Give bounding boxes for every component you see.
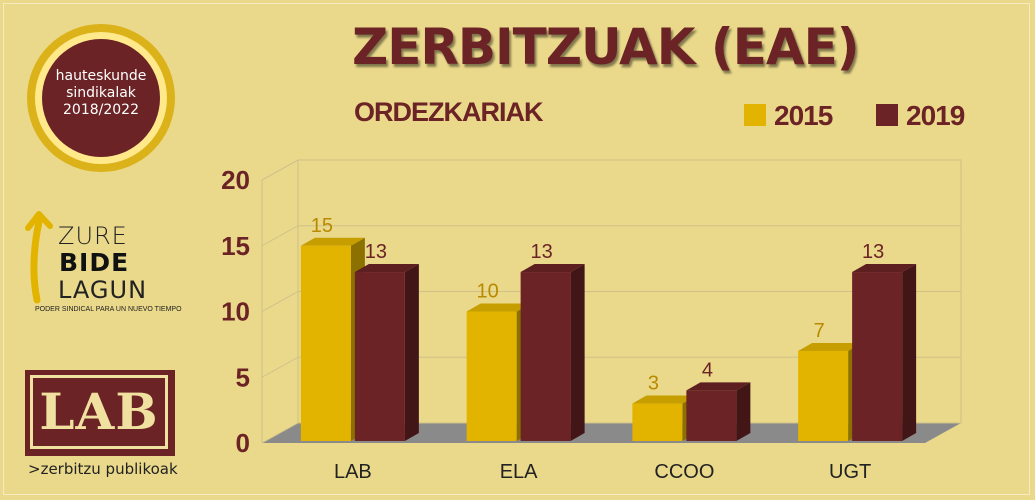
zure-bide-lagun-logo: ZURE BIDE LAGUN PODER SINDICAL PARA UN N… (25, 210, 195, 320)
bar-top-2015-LAB (300, 237, 365, 246)
bar-top-2015-UGT (798, 342, 863, 351)
bar-2019-CCOO (686, 390, 737, 441)
bar-side-2019-ELA (570, 264, 585, 441)
badge-line-1: hauteskunde (55, 68, 147, 84)
x-tick-label-ELA: ELA (500, 461, 538, 483)
data-label-2015-CCOO: 3 (648, 373, 659, 395)
lab-logo: LAB (25, 370, 175, 456)
bar-2019-LAB (354, 272, 405, 441)
y-tick-label: 15 (221, 231, 250, 261)
elections-badge: hauteskunde sindikalak 2018/2022 (27, 24, 175, 172)
zbl-word-1: ZURE (58, 222, 128, 250)
bar-side-2019-CCOO (736, 382, 751, 441)
badge-inner: hauteskunde sindikalak 2018/2022 (42, 39, 160, 157)
bar-top-2019-LAB (354, 264, 419, 273)
bar-side-2019-UGT (902, 264, 917, 441)
zbl-word-2: BIDE (59, 248, 130, 277)
zbl-tagline: PODER SINDICAL PARA UN NUEVO TIEMPO (35, 306, 182, 313)
gridline-side (261, 422, 299, 444)
data-label-2019-CCOO: 4 (702, 359, 713, 381)
badge-line-2: sindikalak (66, 85, 136, 101)
data-label-2015-UGT: 7 (814, 320, 825, 342)
chart-title: ZERBITZUAK (EAE) (352, 18, 860, 76)
chart-subtitle: ORDEZKARIAK (354, 97, 543, 127)
bar-2019-ELA (520, 272, 571, 441)
chart-floor (262, 423, 961, 443)
y-tick-label: 5 (236, 362, 250, 392)
y-tick-label: 20 (221, 165, 250, 195)
bar-top-2015-ELA (466, 303, 531, 312)
bar-top-2019-UGT (852, 264, 917, 273)
data-label-2019-LAB: 13 (365, 241, 387, 263)
bar-top-2015-CCOO (632, 395, 697, 404)
gridline-side (261, 291, 299, 312)
bar-side-2019-LAB (404, 264, 419, 441)
bar-2015-LAB (300, 245, 351, 441)
gridline-side (261, 356, 299, 378)
legend-swatch-2019 (876, 104, 898, 126)
bar-2015-UGT (798, 350, 849, 441)
x-tick-label-CCOO: CCOO (654, 461, 714, 483)
x-tick-label-LAB: LAB (334, 461, 372, 483)
bar-2019-UGT (852, 272, 903, 441)
bar-top-2019-ELA (520, 264, 585, 273)
legend-label-2015: 2015 (774, 100, 833, 131)
bar-2015-ELA (466, 311, 517, 441)
page-frame (3, 3, 1030, 495)
badge-line-3: 2018/2022 (63, 102, 139, 118)
lab-logo-text: LAB (39, 382, 159, 441)
legend-label-2019: 2019 (906, 100, 965, 131)
x-tick-label-UGT: UGT (829, 461, 871, 483)
zbl-word-3: LAGUN (58, 276, 148, 304)
data-label-2019-UGT: 13 (862, 241, 884, 263)
data-label-2015-ELA: 10 (477, 281, 499, 303)
gridline-side (261, 225, 299, 247)
data-label-2019-ELA: 13 (531, 241, 553, 263)
y-tick-label: 0 (236, 428, 250, 458)
legend-swatch-2015 (744, 104, 766, 126)
bar-top-2019-CCOO (686, 382, 751, 391)
lab-subtitle: >zerbitzu publikoak (28, 460, 178, 478)
data-label-2015-LAB: 15 (311, 215, 333, 237)
up-arrow-icon (25, 211, 53, 304)
y-tick-label: 10 (221, 297, 250, 327)
gridline-side (261, 159, 299, 181)
bar-2015-CCOO (632, 403, 683, 441)
